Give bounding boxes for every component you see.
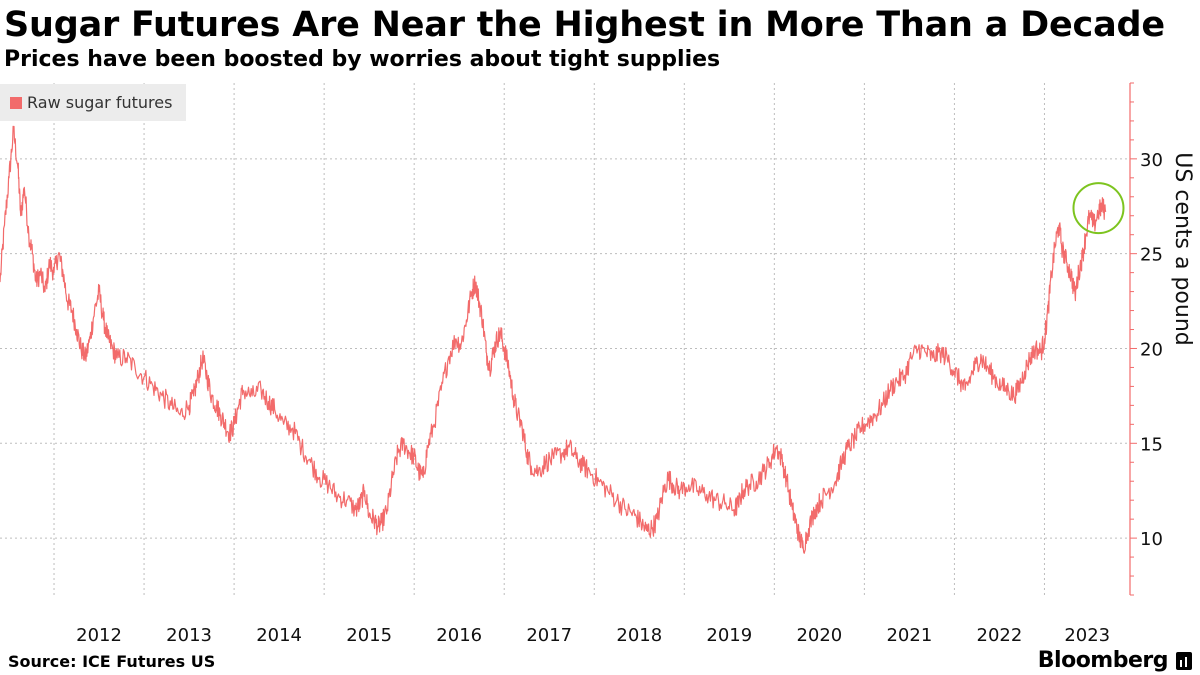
y-axis-label: US cents a pound bbox=[1170, 152, 1195, 345]
x-tick-label: 2013 bbox=[166, 625, 212, 646]
chart-title: Sugar Futures Are Near the Highest in Mo… bbox=[4, 5, 1165, 45]
horizontal-gridlines bbox=[0, 158, 1130, 539]
highlight-circle bbox=[1072, 182, 1125, 235]
x-tick-label: 2014 bbox=[256, 625, 302, 646]
vertical-gridlines bbox=[53, 83, 1045, 595]
x-tick-label: 2023 bbox=[1064, 625, 1110, 646]
legend-swatch-raw-sugar bbox=[10, 97, 22, 109]
y-tick-label: 10 bbox=[1140, 529, 1163, 550]
x-tick-label: 2018 bbox=[616, 625, 662, 646]
right-y-axis: 10 15 20 25 30 bbox=[1129, 82, 1163, 596]
legend-label-raw-sugar: Raw sugar futures bbox=[27, 93, 173, 112]
x-tick-label: 2021 bbox=[886, 625, 932, 646]
y-tick-label: 15 bbox=[1140, 434, 1163, 455]
y-tick-label: 20 bbox=[1140, 339, 1163, 360]
x-tick-label: 2020 bbox=[796, 625, 842, 646]
x-tick-label: 2019 bbox=[706, 625, 752, 646]
y-tick-label: 25 bbox=[1140, 245, 1163, 266]
series-raw-sugar-futures bbox=[0, 125, 1107, 554]
legend: Raw sugar futures bbox=[0, 84, 186, 121]
annotations bbox=[1072, 182, 1125, 235]
source-note: Source: ICE Futures US bbox=[8, 652, 216, 671]
x-tick-label: 2015 bbox=[346, 625, 392, 646]
x-tick-label: 2016 bbox=[436, 625, 482, 646]
x-axis-tick-labels: 2012 2013 2014 2015 2016 2017 2018 2019 2020 2021… bbox=[76, 625, 1110, 646]
x-tick-label: 2017 bbox=[526, 625, 572, 646]
x-tick-label: 2022 bbox=[977, 625, 1023, 646]
bloomberg-logo: Bloomberg bbox=[1037, 648, 1169, 673]
series-line-1 bbox=[0, 125, 1107, 554]
bloomberg-chart-icon bbox=[1176, 652, 1192, 670]
chart-subtitle: Prices have been boosted by worries abou… bbox=[4, 47, 721, 72]
y-tick-label: 30 bbox=[1140, 150, 1163, 171]
x-tick-label: 2012 bbox=[76, 625, 122, 646]
